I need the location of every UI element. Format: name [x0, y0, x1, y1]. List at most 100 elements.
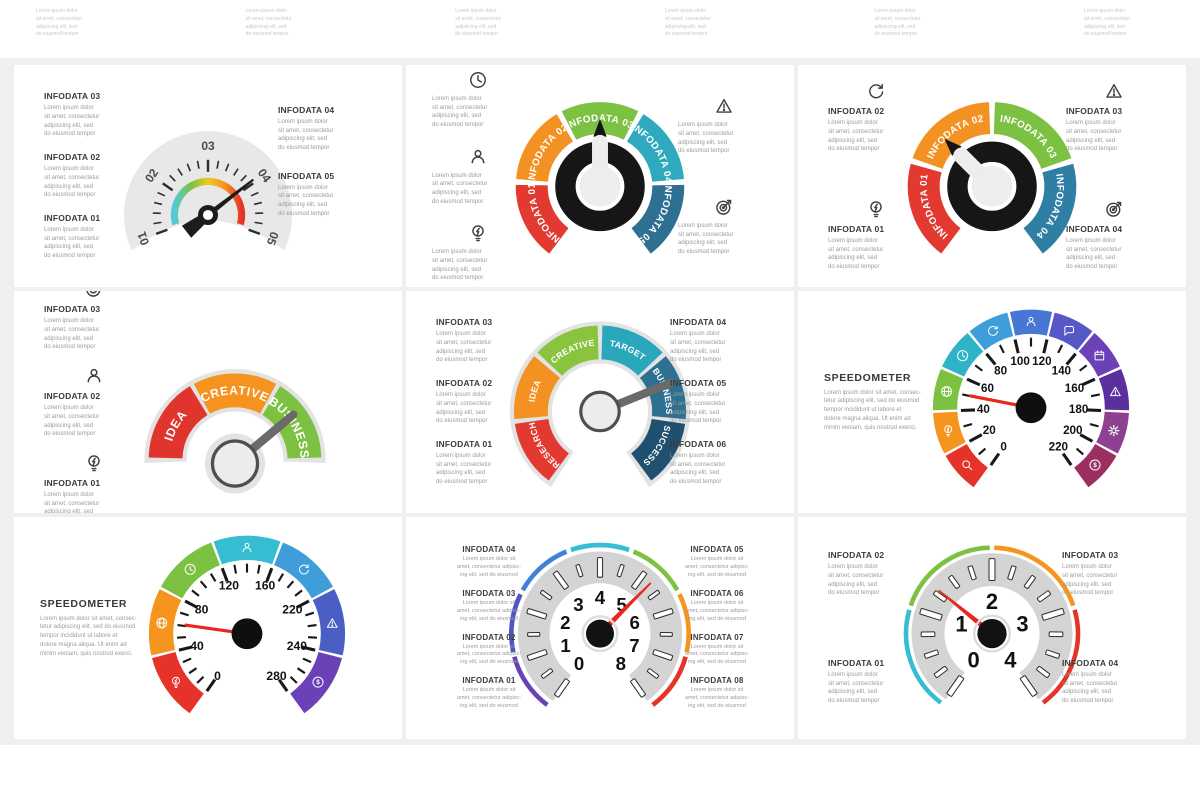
tick: [540, 668, 554, 679]
scale-label: 220: [282, 603, 302, 617]
info-text: Lorem ipsum dolor sit amet, consectetur …: [432, 249, 488, 282]
tick: [1023, 574, 1036, 589]
target-icon: [716, 199, 732, 215]
card-speedometer-280: SPEEDOMETER Lorem ipsum dolor sit amet, …: [14, 517, 402, 739]
tick: [256, 564, 261, 574]
info-text: Lorem ipsum dolor sit amet, consectetur …: [670, 331, 726, 364]
scale-label: 240: [287, 639, 307, 653]
info-title: INFODATA 02: [828, 550, 885, 561]
info-block: INFODATA 02 Lorem ipsum dolor sit amet, …: [436, 633, 542, 668]
info-column-right: Lorem ipsum dolor sit amet, consectetur …: [678, 65, 770, 287]
tick: [216, 160, 220, 169]
info-column-right: INFODATA 05 Lorem ipsum dolor sit amet, …: [664, 517, 770, 739]
half-gauge-idea-creative-business: IDEACREATIVEBUSINESS: [144, 369, 326, 494]
tick: [988, 558, 996, 582]
speedometer-text-column: SPEEDOMETER Lorem ipsum dolor sit amet, …: [40, 517, 182, 739]
user-icon: [242, 542, 252, 553]
tick: [1090, 393, 1100, 398]
tick: [196, 675, 205, 684]
user-icon: [1026, 316, 1036, 327]
gauge-segment: [193, 373, 277, 414]
info-column-left: INFODATA 03 Lorem ipsum dolor sit amet, …: [436, 291, 536, 513]
gauge-segment: [945, 443, 989, 488]
gauge-segment: [213, 535, 281, 565]
info-text: Lorem ipsum dolor sit amet, consectetur …: [456, 599, 522, 622]
info-title: INFODATA 04: [670, 317, 727, 328]
info-title: INFODATA 04: [1062, 658, 1119, 668]
tick: [1041, 607, 1065, 621]
tick: [575, 564, 584, 578]
tick: [630, 678, 646, 698]
card-speedometer-220: SPEEDOMETER Lorem ipsum dolor sit amet, …: [798, 291, 1186, 513]
info-block: INFODATA 03 Lorem ipsum dolor sit amet, …: [436, 589, 542, 624]
tick: [296, 667, 306, 675]
info-block: INFODATA 06 Lorem ipsum dolor sit amet, …: [664, 589, 770, 624]
tick: [923, 649, 939, 659]
tick: [157, 191, 166, 197]
scale-label: 160: [255, 579, 275, 593]
tick: [196, 160, 200, 169]
tick: [184, 599, 198, 609]
info-title: INFODATA 01: [828, 658, 885, 668]
info-text: Lorem ipsum dolor sit amet, consectetur …: [456, 643, 522, 666]
warning-icon: [1106, 84, 1122, 99]
tick: [302, 657, 312, 664]
info-block: INFODATA 01 Lorem ipsum dolor sit amet, …: [436, 439, 536, 487]
info-block: Lorem ipsum dolor sit amet, consectetur …: [432, 222, 524, 283]
speedometer-heading: SPEEDOMETER: [40, 597, 128, 610]
tick: [162, 182, 174, 192]
info-block: INFODATA 04 Lorem ipsum dolor sit amet, …: [1066, 198, 1162, 272]
gauge-segment: [516, 114, 574, 183]
tick: [182, 657, 192, 664]
tick: [253, 201, 262, 206]
info-title: INFODATA 05: [690, 544, 744, 554]
scale-label: 80: [195, 603, 209, 617]
needle: [579, 118, 621, 207]
bulb-icon: [865, 198, 887, 220]
tick: [289, 675, 298, 684]
tick: [233, 168, 239, 176]
scale-label: 0: [574, 653, 584, 674]
scale-label: 180: [1069, 403, 1088, 416]
tick: [647, 589, 661, 601]
scale-label: 2: [560, 612, 570, 633]
tick: [1061, 452, 1073, 466]
speedometer-heading: SPEEDOMETER: [824, 371, 912, 384]
bulb-icon: [870, 201, 882, 218]
info-title: INFODATA 04: [1066, 224, 1123, 234]
info-column-left: INFODATA 03 Lorem ipsum dolor sit amet, …: [44, 65, 144, 287]
info-text: Lorem ipsum dolor sit amet, consectetur …: [828, 120, 884, 153]
card-ring-4-segments: INFODATA 02 Lorem ipsum dolor sit amet, …: [798, 65, 1186, 287]
needle-hub: [210, 439, 260, 488]
scale-label: 1: [560, 635, 570, 656]
tick: [209, 573, 217, 582]
speedometer-paragraph: Lorem ipsum dolor sit amet, consec- tetu…: [824, 389, 921, 431]
tick: [286, 580, 294, 589]
gauge-segment: [561, 102, 639, 140]
tick: [966, 377, 981, 387]
tick: [307, 623, 317, 628]
gauge-segment: [514, 418, 570, 481]
scale-label: 160: [1065, 382, 1084, 395]
scale-label: 6: [630, 612, 640, 633]
tick: [932, 590, 948, 603]
globe-icon: [156, 617, 167, 629]
info-title: INFODATA 02: [436, 378, 493, 389]
info-title: INFODATA 03: [1062, 550, 1119, 561]
tick: [1081, 377, 1096, 387]
info-title: INFODATA 05: [278, 170, 335, 181]
tick: [188, 667, 197, 675]
info-text: Lorem ipsum dolor sit amet, consectetur …: [278, 119, 334, 152]
card-half-gauge-3-segments: INFODATA 03 Lorem ipsum dolor sit amet, …: [14, 291, 402, 513]
outer-arc-segment: [994, 545, 1076, 607]
warning-icon: [326, 618, 338, 628]
info-text: Lorem ipsum dolor sit amet, consectetur …: [678, 223, 734, 256]
info-block: INFODATA 02 Lorem ipsum dolor sit amet, …: [44, 152, 144, 200]
tiny-lorem-block: Lorem ipsum dolor sit amet, consectetur …: [455, 8, 502, 38]
info-title: INFODATA 02: [44, 152, 101, 163]
tick: [1079, 433, 1094, 443]
